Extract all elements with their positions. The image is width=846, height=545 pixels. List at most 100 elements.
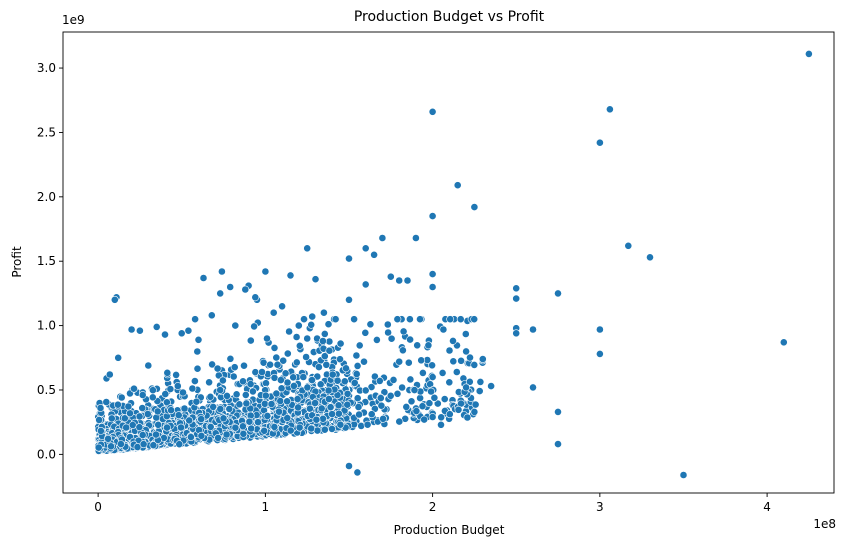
scatter-point [463,413,472,422]
scatter-point [437,420,445,429]
scatter-point [476,377,485,386]
scatter-point [230,363,239,372]
scatter-point [190,377,199,385]
scatter-point [345,254,353,263]
scatter-point [216,386,225,394]
scatter-point [324,386,333,395]
scatter-point [138,391,147,399]
scatter-point [470,407,479,416]
scatter-point [407,397,416,406]
scatter-point [336,339,345,348]
scatter-point [122,423,131,432]
scatter-point [283,378,292,387]
scatter-point [465,377,474,386]
scatter-point [135,412,144,421]
scatter-point [213,364,222,373]
scatter-point [428,413,437,421]
scatter-point [403,276,412,285]
scatter-point [267,400,276,408]
scatter-point [361,328,370,337]
scatter-point [292,333,301,341]
scatter-point [272,353,281,362]
scatter-point [512,329,521,338]
scatter-point [334,401,343,410]
scatter-point [208,360,216,369]
scatter-point [413,341,422,350]
scatter-point [428,107,437,116]
scatter-point [380,388,389,397]
scatter-point [96,404,105,412]
scatter-point [326,403,335,412]
scatter-point [114,353,123,362]
scatter-point [360,357,368,366]
scatter-point [144,361,153,370]
x-tick-label: 2 [429,500,437,514]
scatter-point [487,382,495,390]
scatter-point [216,405,225,413]
scatter-point [259,358,268,367]
x-axis-label: Production Budget [394,523,505,537]
scatter-point [512,284,521,293]
scatter-point [262,379,270,388]
y-axis-offset-text: 1e9 [62,13,85,27]
scatter-point [596,325,604,334]
scatter-point [342,364,350,373]
scatter-point [361,280,370,289]
scatter-point [117,440,125,448]
scatter-point [261,267,270,276]
scatter-point [470,203,479,211]
scatter-point [406,335,414,344]
scatter-point [261,391,270,400]
scatter-point [370,372,379,381]
scatter-point [295,341,304,350]
chart-title: Production Budget vs Profit [354,9,545,25]
scatter-point [324,320,333,329]
scatter-point [241,390,250,399]
scatter-point [172,370,180,379]
scatter-point [186,433,195,441]
scatter-point [554,440,562,448]
scatter-point [97,426,105,435]
scatter-point [440,395,449,403]
scatter-point [148,393,157,402]
scatter-point [336,420,345,429]
scatter-point [418,402,427,411]
scatter-point [275,407,283,416]
scatter-point [270,343,279,352]
scatter-point [354,403,363,411]
scatter-point [197,415,206,423]
scatter-point [209,402,218,411]
scatter-point [266,360,274,369]
scatter-point [229,372,238,381]
scatter-point [177,423,185,432]
scatter-point [218,376,227,385]
scatter-point [308,376,316,384]
scatter-point [322,360,331,369]
scatter-point [646,253,654,262]
scatter-point [412,407,421,415]
scatter-point [805,50,813,58]
scatter-point [299,373,308,381]
scatter-point [312,415,321,424]
scatter-point [128,421,137,429]
scatter-point [367,410,376,419]
scatter-point [174,411,183,420]
scatter-point [370,250,378,259]
scatter-point [384,328,392,337]
scatter-point [246,380,255,388]
scatter-point [225,404,234,413]
scatter-point [452,368,461,376]
scatter-point [205,378,213,387]
scatter-point [377,401,386,410]
scatter-point [428,212,437,220]
scatter-point [328,370,337,379]
scatter-point [318,337,327,345]
scatter-point [328,424,336,433]
scatter-point [372,335,381,344]
scatter-point [445,378,454,387]
x-tick-label: 4 [763,500,771,514]
scatter-point [292,358,301,367]
x-tick-label: 3 [596,500,604,514]
scatter-point [251,293,260,302]
scatter-point [462,347,470,356]
